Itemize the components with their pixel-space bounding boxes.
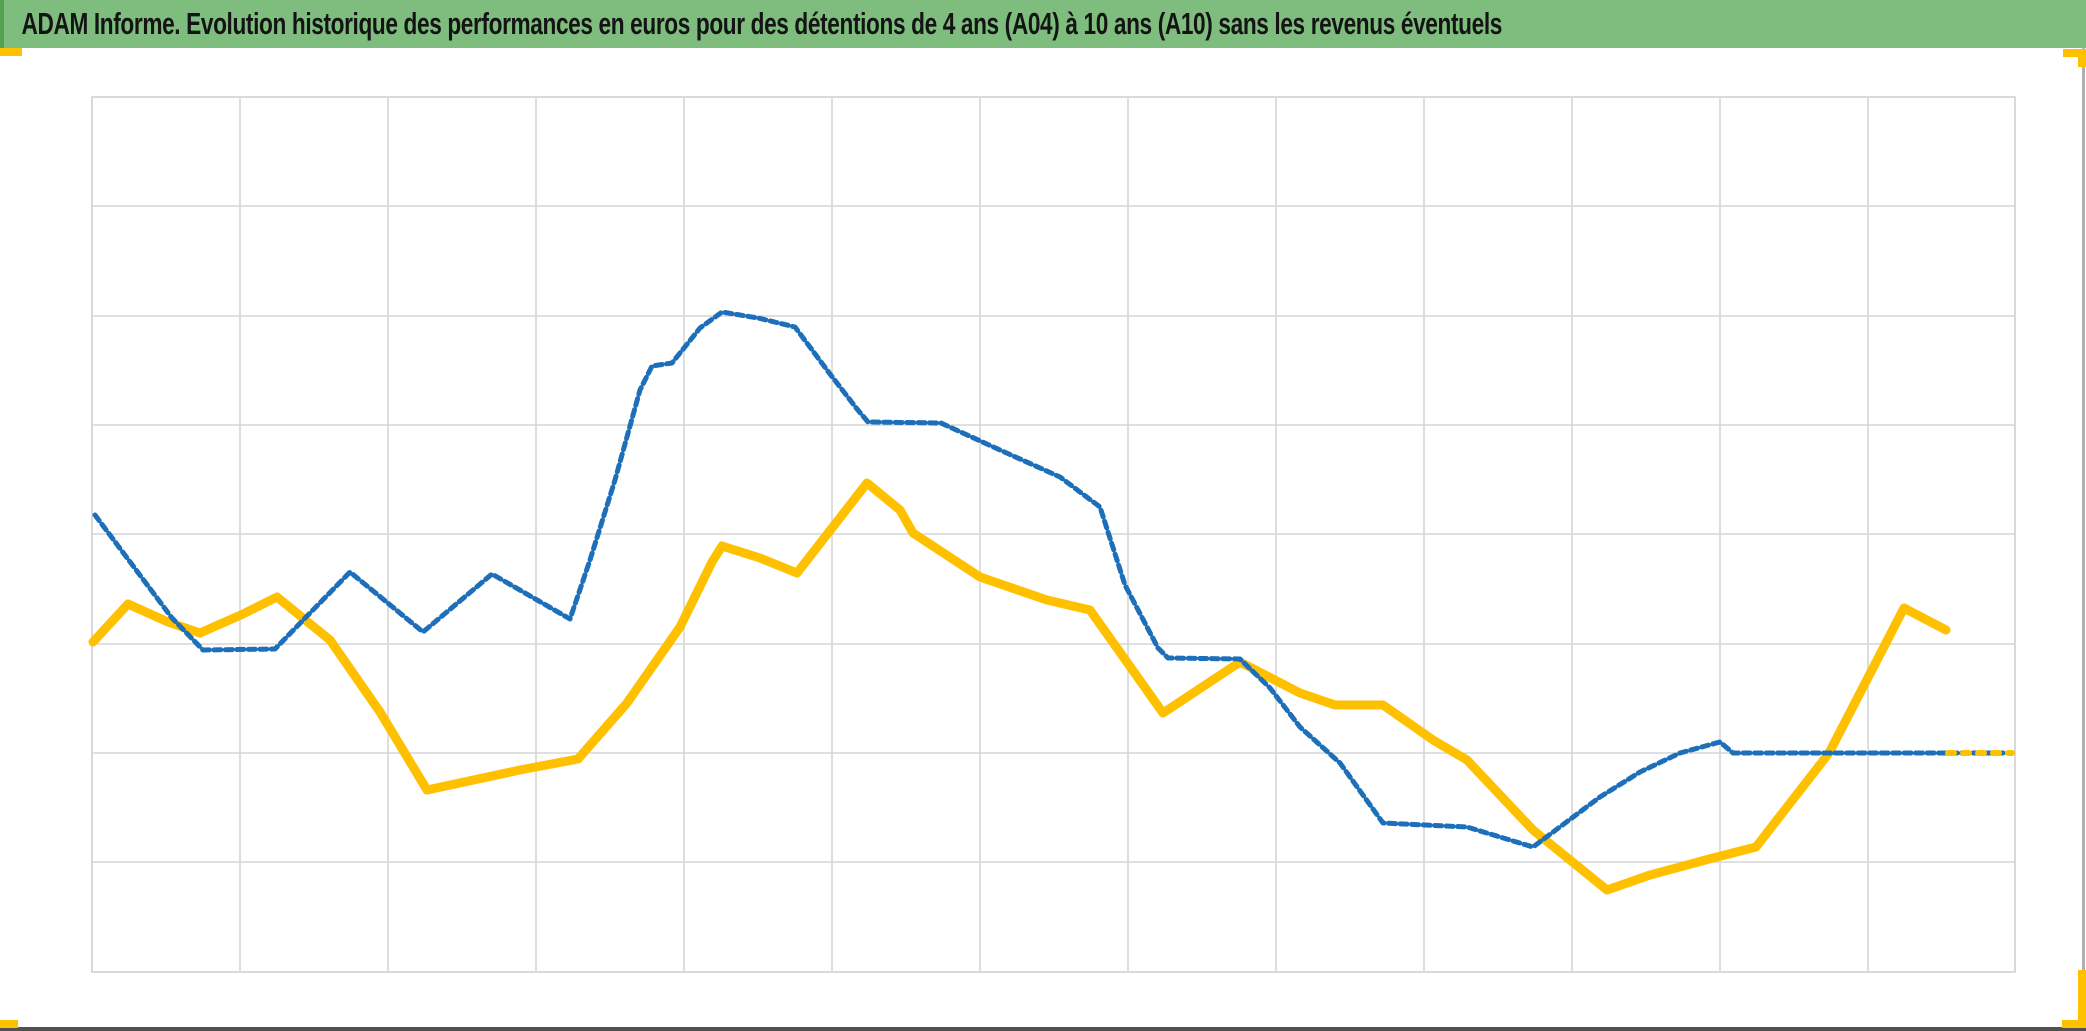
- chart-title-bar: ADAM Informe. Evolution historique des p…: [0, 0, 2086, 48]
- selection-handle-bottom-right-v[interactable]: [2078, 970, 2086, 1028]
- selection-handle-top-right-v[interactable]: [2078, 49, 2086, 67]
- series-gold: [88, 478, 1951, 895]
- selection-handle-bottom-right[interactable]: [2062, 1020, 2086, 1028]
- selection-handle-top-left[interactable]: [0, 48, 22, 56]
- selection-handle-bottom-left[interactable]: [0, 1020, 18, 1028]
- window-right-border: [2082, 48, 2085, 1031]
- series-blue: [92, 309, 2015, 850]
- selection-handle-top-right[interactable]: [2063, 49, 2086, 57]
- window-bottom-bar: [0, 1027, 2086, 1031]
- gridlines: [91, 96, 2016, 973]
- chart-title: ADAM Informe. Evolution historique des p…: [21, 6, 1503, 41]
- plot-border: [91, 96, 2016, 973]
